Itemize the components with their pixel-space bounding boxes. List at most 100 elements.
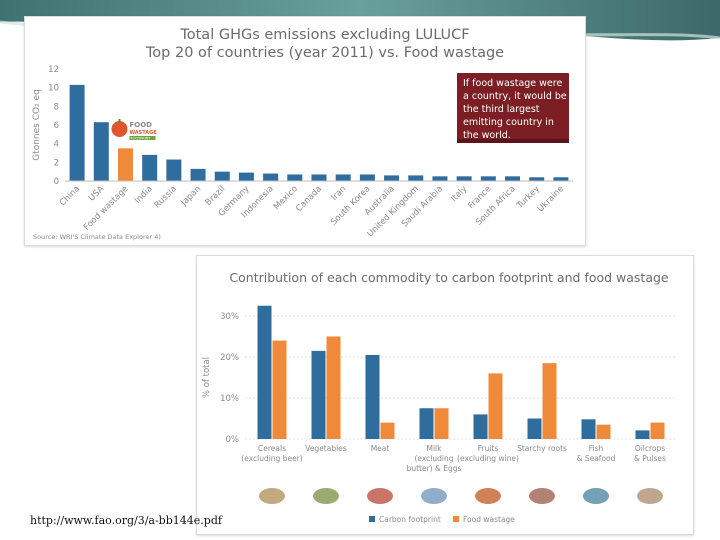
chart1-bar-ukraine [553, 177, 569, 181]
chart2-ytick-label: 30% [220, 312, 239, 322]
callout-box [457, 73, 569, 143]
chart1-bar-china [69, 84, 85, 181]
logo-line-1: FOOD [129, 121, 152, 129]
chart1-bar-canada [311, 174, 327, 181]
chart2-xtick-label: Oilcrops [635, 444, 665, 453]
grains-icon [259, 488, 285, 504]
chart1-bar-brazil [214, 171, 230, 181]
callout-text: If food wastage were a country, it would… [463, 78, 567, 141]
chart1-bar-india [142, 154, 158, 181]
chart2-xtick-label: (excluding beer) [241, 454, 302, 463]
legend-swatch-wastage [453, 516, 459, 522]
chart2-bar-food-wastage [542, 363, 557, 439]
chart1-bar-germany [238, 172, 254, 181]
fruit-crate-icon-shape [475, 488, 501, 504]
chart1-ytick-label: 10 [48, 84, 59, 94]
chart1-ytick-label: 2 [54, 158, 59, 168]
callout-shadow [457, 139, 569, 143]
chart1-bar-italy [456, 176, 472, 181]
chart2-xtick-label: Cereals [258, 444, 286, 453]
chart2-xtick-label: Starchy roots [517, 444, 567, 453]
roots-icon-shape [529, 488, 555, 504]
ghg-emissions-chart: Total GHGs emissions excluding LULUCF Top… [32, 27, 573, 241]
chart1-bar-mexico [287, 174, 303, 181]
chart2-xtick-label: Fish [589, 444, 604, 453]
commodity-contribution-chart: Contribution of each commodity to carbon… [202, 270, 677, 524]
chart2-bar-food-wastage [488, 373, 503, 439]
oilcrop-sack-icon [637, 488, 663, 504]
meat-icon-shape [367, 488, 393, 504]
chart1-bar-france [480, 176, 496, 181]
commodity-contribution-chart-panel: Contribution of each commodity to carbon… [196, 255, 694, 535]
chart1-ylabel: Gtonnes CO₂ eq [32, 89, 42, 161]
chart1-bar-iran [335, 174, 351, 181]
chart2-bar-carbon-footprint [365, 354, 380, 439]
chart2-xtick-label: Meat [371, 444, 390, 453]
chart2-ytick-label: 0% [226, 435, 240, 445]
chart2-bar-carbon-footprint [635, 430, 650, 439]
chart2-xtick-label: & Seafood [577, 454, 616, 463]
logo-line-2: WASTAGE [129, 130, 157, 136]
chart1-bar-saudi-arabia [432, 176, 448, 181]
chart1-xtick-label: Canada [294, 184, 324, 214]
grains-icon-shape [259, 488, 285, 504]
chart2-xtick-label: (excluding wine) [457, 454, 519, 463]
chart2-bar-food-wastage [596, 424, 611, 439]
chart1-xtick-label: Italy [449, 184, 469, 204]
fruit-crate-icon [475, 488, 501, 504]
chart2-bar-food-wastage [650, 422, 665, 439]
chart2-xtick-label: butter) & Eggs [407, 464, 462, 473]
chart1-ytick-label: 4 [54, 140, 59, 150]
logo-line-3: FOOTPRINT [130, 137, 151, 141]
chart1-source: Source: WRI'S Climate Data Explorer 4) [33, 233, 161, 241]
chart1-xtick-label: Food wastage [82, 184, 131, 233]
chart2-xtick-label: (excluding [414, 454, 453, 463]
legend-label-carbon: Carbon footprint [379, 515, 441, 524]
chart1-ytick-label: 6 [54, 121, 59, 131]
logo-footprint-band [129, 136, 156, 140]
chart2-bar-food-wastage [326, 336, 341, 439]
chart1-ytick-label: 12 [48, 65, 59, 75]
chart2-xtick-label: Fruits [478, 444, 499, 453]
oilcrop-sack-icon-shape [637, 488, 663, 504]
chart1-title: Total GHGs emissions excluding LULUCF [179, 27, 469, 43]
chart1-bar-indonesia [263, 173, 279, 181]
ghg-emissions-chart-panel: Total GHGs emissions excluding LULUCF Top… [24, 16, 586, 246]
chart1-xtick-label: China [58, 184, 82, 208]
chart2-xtick-label: & Pulses [634, 454, 666, 463]
chart2-bar-carbon-footprint [473, 414, 488, 439]
chart1-bar-japan [190, 168, 206, 181]
vegetable-bag-icon-shape [313, 488, 339, 504]
chart1-bar-south-korea [359, 174, 375, 181]
chart2-bar-food-wastage [272, 340, 287, 439]
chart2-bar-carbon-footprint [581, 419, 596, 439]
chart2-bar-carbon-footprint [311, 350, 326, 439]
chart1-bar-united-kingdom [408, 175, 424, 181]
chart1-xtick-label: USA [87, 184, 107, 204]
chart1-ytick-label: 8 [54, 102, 59, 112]
fish-icon-shape [583, 488, 609, 504]
chart2-ytick-label: 10% [220, 394, 239, 404]
meat-icon [367, 488, 393, 504]
legend-swatch-carbon [369, 516, 375, 522]
chart1-bar-turkey [529, 177, 545, 181]
apple-icon [111, 121, 128, 137]
chart2-title: Contribution of each commodity to carbon… [229, 270, 669, 285]
legend-label-wastage: Food wastage [463, 515, 515, 524]
chart1-ytick-label: 0 [54, 177, 59, 187]
chart1-bar-australia [384, 175, 400, 181]
roots-icon [529, 488, 555, 504]
chart2-bar-food-wastage [434, 408, 449, 439]
chart1-bar-food-wastage [117, 148, 133, 181]
chart2-bar-carbon-footprint [527, 418, 542, 439]
chart1-bar-usa [93, 122, 109, 181]
chart2-bar-food-wastage [380, 422, 395, 439]
chart1-subtitle: Top 20 of countries (year 2011) vs. Food… [145, 45, 504, 61]
source-url[interactable]: http://www.fao.org/3/a-bb144e.pdf [30, 514, 222, 527]
chart1-bar-russia [166, 159, 182, 181]
chart2-bar-carbon-footprint [257, 305, 272, 439]
chart1-xtick-label: India [133, 184, 155, 206]
chart1-xtick-label: Ukraine [536, 184, 566, 214]
chart1-xtick-label: Russia [153, 184, 179, 210]
